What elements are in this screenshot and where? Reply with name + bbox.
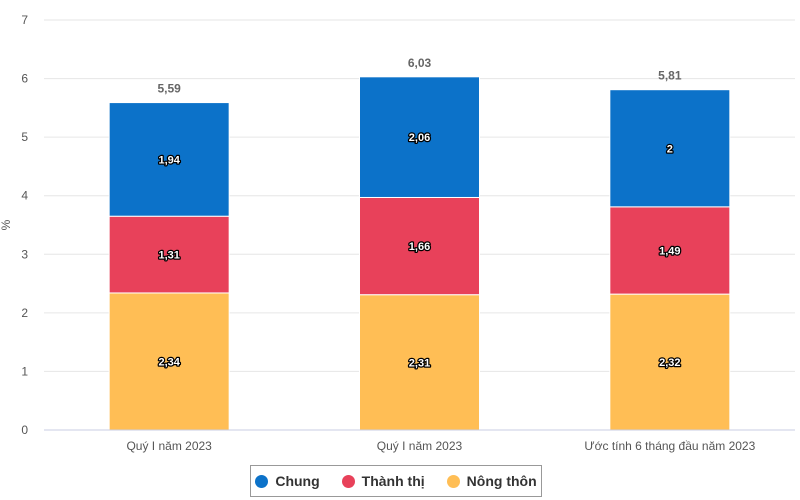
- data-label: 2: [667, 143, 673, 155]
- y-axis-label: %: [0, 219, 13, 230]
- legend-item-chung[interactable]: Chung: [255, 473, 320, 489]
- y-tick-label: 7: [21, 13, 28, 27]
- legend: Chung Thành thị Nông thôn: [250, 465, 542, 497]
- x-category-label: Quý I năm 2023: [126, 439, 212, 453]
- bars: 2,34 1,31 1,94 2,31 1,66 2,06 2,32 1,49 2: [108, 76, 731, 431]
- data-label: 2,32: [659, 357, 680, 369]
- total-label: 5,81: [658, 69, 682, 83]
- bar-segment[interactable]: [609, 89, 731, 208]
- y-tick-label: 3: [21, 247, 28, 261]
- bar-segment[interactable]: [108, 215, 230, 294]
- y-tick-label: 4: [21, 189, 28, 203]
- x-category-label: Ước tính 6 tháng đầu năm 2023: [584, 439, 755, 453]
- total-labels: 5,59 6,03 5,81: [157, 56, 681, 96]
- bar-segment[interactable]: [359, 76, 480, 198]
- bar-segment[interactable]: [359, 294, 480, 431]
- bar-segment[interactable]: [108, 102, 230, 217]
- legend-label-nong-thon: Nông thôn: [466, 473, 537, 489]
- legend-item-nong-thon[interactable]: Nông thôn: [446, 473, 537, 489]
- data-label: 2,34: [158, 356, 180, 368]
- bar-segment[interactable]: [359, 196, 480, 296]
- bar-segment[interactable]: [609, 206, 731, 295]
- legend-label-thanh-thi: Thành thị: [361, 473, 425, 489]
- stacked-bar-chart: 0 1 2 3 4 5 6 7 % 2,34 1,31 1,94 2,31 1,66 2,06 2,32 1…: [0, 13, 795, 453]
- legend-item-thanh-thi[interactable]: Thành thị: [341, 473, 425, 489]
- x-axis-categories: Quý I năm 2023 Quý I năm 2023 Ước tính 6 t…: [126, 439, 755, 453]
- legend-dot-chung: [255, 474, 269, 488]
- y-tick-label: 0: [21, 423, 28, 437]
- total-label: 5,59: [157, 82, 181, 96]
- data-label: 1,94: [158, 154, 180, 166]
- total-label: 6,03: [408, 56, 432, 70]
- y-axis-ticks: 0 1 2 3 4 5 6 7: [21, 13, 28, 437]
- data-label: 1,31: [158, 250, 179, 262]
- data-label: 2,31: [409, 357, 430, 369]
- y-tick-label: 1: [21, 364, 28, 378]
- y-tick-label: 6: [21, 72, 28, 86]
- y-tick-label: 5: [21, 130, 28, 144]
- legend-label-chung: Chung: [275, 473, 320, 489]
- y-tick-label: 2: [21, 306, 28, 320]
- bar-segment[interactable]: [609, 293, 731, 431]
- data-label: 1,66: [409, 241, 430, 253]
- data-label: 1,49: [659, 245, 680, 257]
- data-label: 2,06: [409, 132, 430, 144]
- x-category-label: Quý I năm 2023: [377, 439, 463, 453]
- legend-dot-nong-thon: [446, 474, 460, 488]
- legend-dot-thanh-thi: [341, 474, 355, 488]
